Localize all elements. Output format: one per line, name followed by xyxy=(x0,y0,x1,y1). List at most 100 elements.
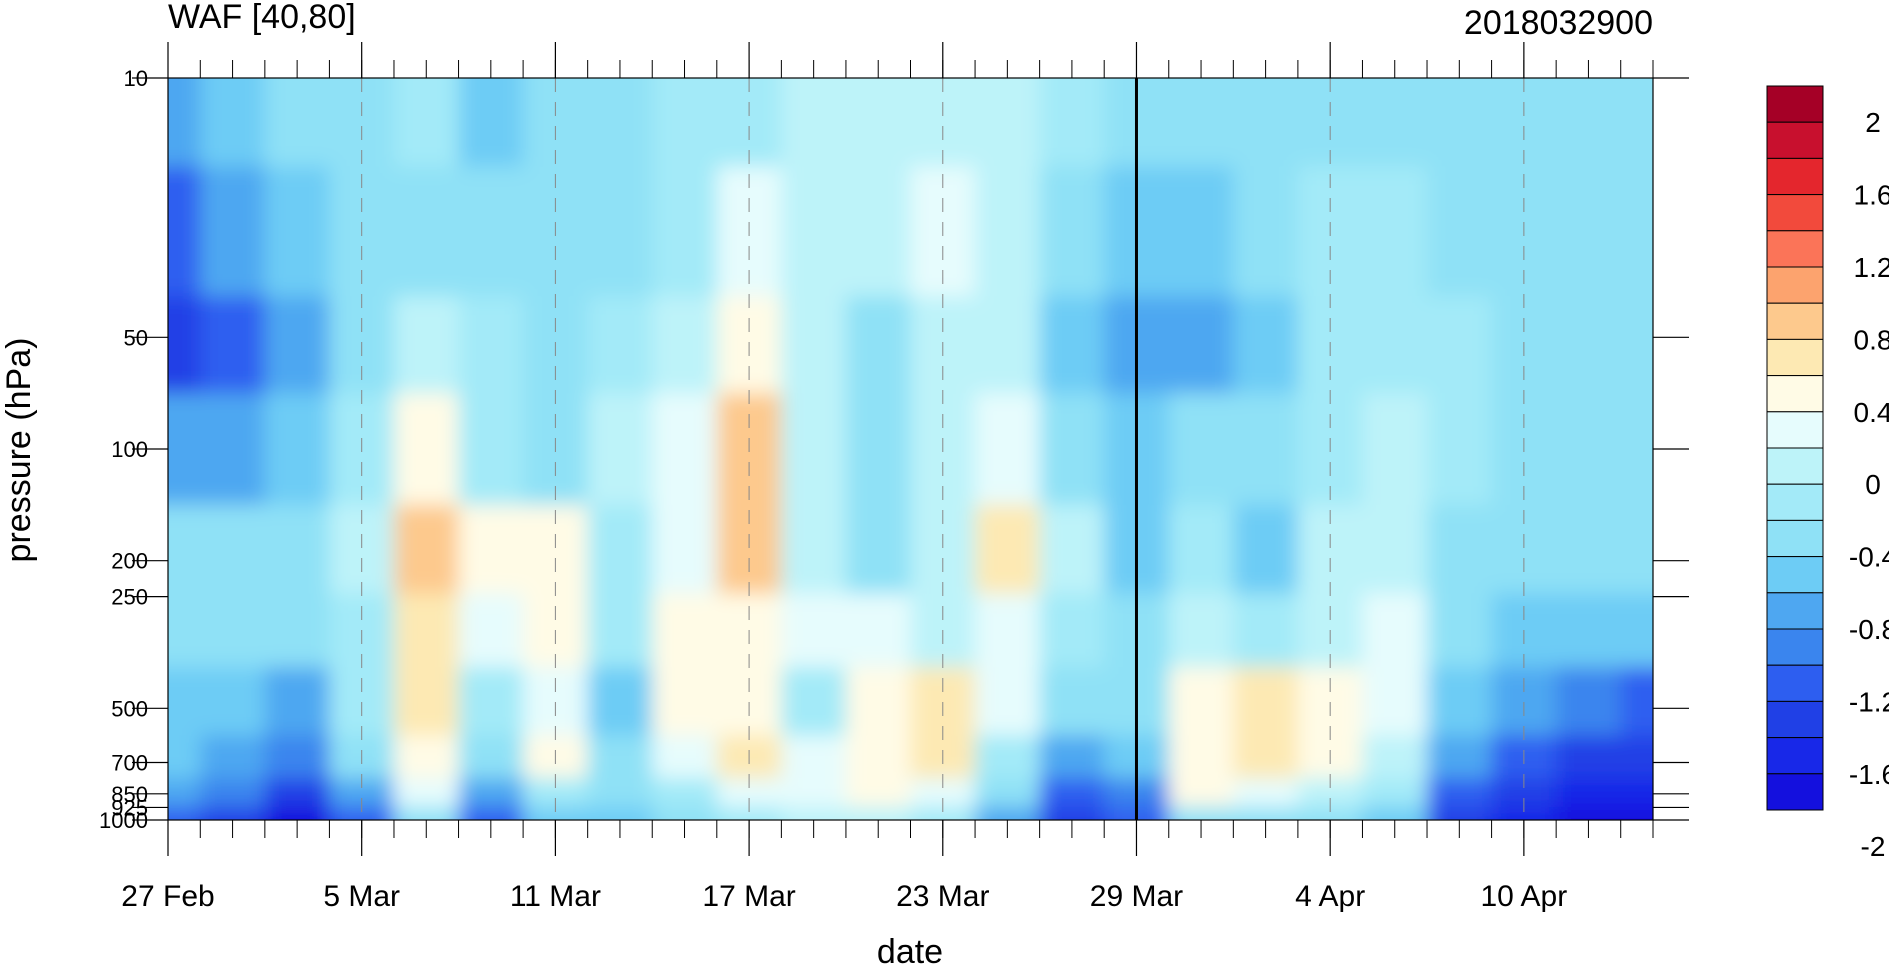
field-cell xyxy=(1233,735,1299,780)
field-cell xyxy=(458,735,525,780)
field-cell xyxy=(1556,393,1622,506)
colorbar-swatch xyxy=(1766,157,1824,196)
field-cell xyxy=(329,593,395,669)
colorbar-label: 1.2 xyxy=(1854,252,1889,283)
field-cell xyxy=(652,393,718,506)
field-cell xyxy=(200,806,266,820)
field-cell xyxy=(264,393,331,506)
field-cell xyxy=(329,393,395,506)
field-cell xyxy=(1620,735,1653,780)
field-cell xyxy=(975,735,1041,780)
field-cell xyxy=(845,593,912,669)
field-cell xyxy=(781,735,847,780)
field-cell xyxy=(1039,166,1106,298)
x-tick-label: 11 Mar xyxy=(510,880,601,913)
field-cell xyxy=(458,806,525,820)
colorbar-swatch xyxy=(1766,230,1824,268)
field-cell xyxy=(200,166,266,298)
colorbar-swatch xyxy=(1766,411,1824,449)
contour-field xyxy=(168,78,1653,820)
field-cell xyxy=(264,735,331,780)
field-cell xyxy=(1168,778,1235,808)
field-cell xyxy=(1620,667,1653,737)
y-tick-label: 200 xyxy=(111,549,148,574)
colorbar-swatch xyxy=(1766,121,1824,159)
field-cell xyxy=(168,78,202,168)
field-cell xyxy=(168,667,202,737)
field-cell xyxy=(652,667,718,737)
field-cell xyxy=(1362,504,1429,595)
field-cell xyxy=(1039,778,1106,808)
field-cell xyxy=(1427,806,1493,820)
colorbar-swatch xyxy=(1766,592,1824,630)
field-cell xyxy=(200,667,266,737)
colorbar-swatch xyxy=(1766,194,1824,232)
field-cell xyxy=(1362,806,1429,820)
field-cell xyxy=(168,806,202,820)
field-cell xyxy=(1556,667,1622,737)
field-cell xyxy=(1362,393,1429,506)
y-tick-label: 925 xyxy=(111,795,148,820)
colorbar-swatch xyxy=(1766,375,1824,413)
field-cell xyxy=(1168,806,1235,820)
colorbar-label: 0 xyxy=(1865,469,1881,500)
field-cell xyxy=(1427,504,1493,595)
field-cell xyxy=(264,78,331,168)
field-cell xyxy=(393,778,460,808)
field-cell xyxy=(1168,593,1235,669)
field-cell xyxy=(1620,296,1653,395)
field-cell xyxy=(200,735,266,780)
field-cell xyxy=(523,166,589,298)
field-cell xyxy=(1233,393,1299,506)
x-tick-label: 4 Apr xyxy=(1295,880,1365,913)
field-cell xyxy=(200,393,266,506)
colorbar: 2 1.6 1.2 0.8 0.4 0 -0.4 -0.8 -1.2 -1.6 -2 xyxy=(1766,85,1889,862)
y-tick-label: 50 xyxy=(124,325,148,350)
colorbar-swatch xyxy=(1766,664,1824,702)
x-tick-label: 17 Mar xyxy=(702,880,795,913)
field-cell xyxy=(458,296,525,395)
field-cell xyxy=(587,593,654,669)
field-cell xyxy=(264,778,331,808)
y-tick-label: 100 xyxy=(111,437,148,462)
field-cell xyxy=(393,166,460,298)
field-cell xyxy=(200,593,266,669)
field-cell xyxy=(523,78,589,168)
field-cell xyxy=(168,778,202,808)
field-cell xyxy=(1362,778,1429,808)
field-cell xyxy=(587,735,654,780)
field-cell xyxy=(1556,593,1622,669)
colorbar-swatch xyxy=(1766,302,1824,340)
field-cell xyxy=(652,504,718,595)
field-cell xyxy=(1168,735,1235,780)
field-cells xyxy=(168,78,1653,820)
field-cell xyxy=(168,166,202,298)
field-cell xyxy=(1427,393,1493,506)
field-cell xyxy=(652,778,718,808)
field-cell xyxy=(587,806,654,820)
field-cell xyxy=(781,296,847,395)
field-cell xyxy=(264,806,331,820)
x-tick-label: 5 Mar xyxy=(323,880,400,913)
field-cell xyxy=(1168,393,1235,506)
field-cell xyxy=(1620,504,1653,595)
field-cell xyxy=(1362,166,1429,298)
field-cell xyxy=(1556,504,1622,595)
field-cell xyxy=(329,166,395,298)
colorbar-swatch xyxy=(1766,483,1824,521)
field-cell xyxy=(393,735,460,780)
field-cell xyxy=(1620,166,1653,298)
field-cell xyxy=(1362,296,1429,395)
field-cell xyxy=(1233,166,1299,298)
colorbar-swatch xyxy=(1766,628,1824,666)
y-tick-label: 1000 xyxy=(99,808,148,833)
field-cell xyxy=(845,667,912,737)
field-cell xyxy=(1039,593,1106,669)
colorbar-label: -0.4 xyxy=(1849,542,1889,573)
field-cell xyxy=(845,778,912,808)
colorbar-swatch xyxy=(1766,266,1824,304)
field-cell xyxy=(716,806,783,820)
field-cell xyxy=(1168,504,1235,595)
field-cell xyxy=(975,667,1041,737)
field-cell xyxy=(168,296,202,395)
